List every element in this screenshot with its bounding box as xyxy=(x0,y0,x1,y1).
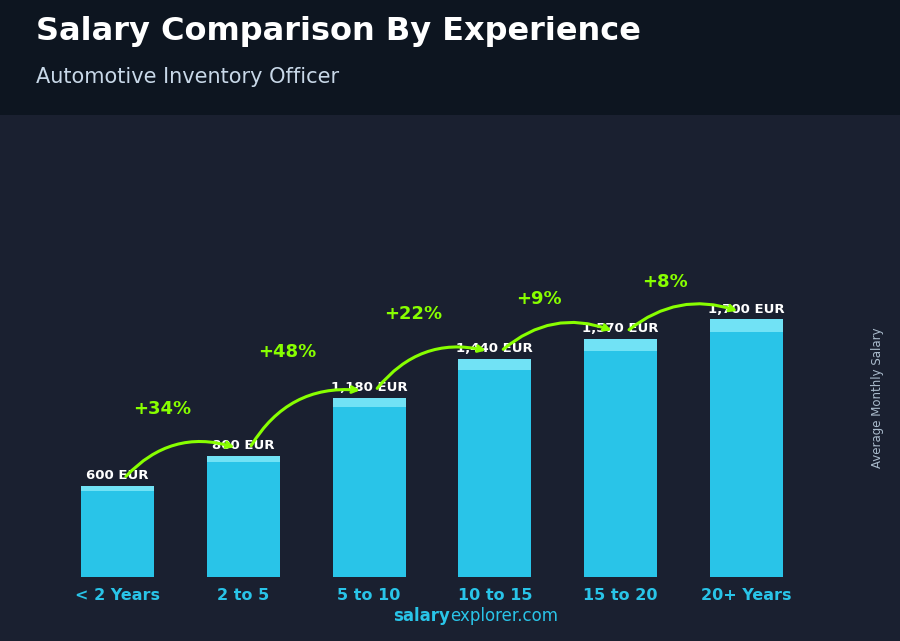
Bar xyxy=(710,319,783,577)
Text: +8%: +8% xyxy=(642,273,688,291)
Text: +48%: +48% xyxy=(258,343,317,361)
Bar xyxy=(333,398,406,577)
Text: Average Monthly Salary: Average Monthly Salary xyxy=(871,327,884,468)
Bar xyxy=(458,359,531,577)
Text: 600 EUR: 600 EUR xyxy=(86,469,149,482)
Bar xyxy=(584,339,657,577)
Text: 1,570 EUR: 1,570 EUR xyxy=(582,322,659,335)
Bar xyxy=(81,486,154,577)
Bar xyxy=(710,319,783,332)
Text: ⚜: ⚜ xyxy=(799,53,812,66)
Text: +9%: +9% xyxy=(516,290,562,308)
Text: explorer.com: explorer.com xyxy=(450,607,558,625)
Bar xyxy=(333,398,406,407)
Bar xyxy=(458,359,531,370)
Text: +22%: +22% xyxy=(384,305,442,323)
Bar xyxy=(207,456,280,577)
Text: 1,700 EUR: 1,700 EUR xyxy=(708,303,785,315)
Bar xyxy=(747,46,864,72)
Text: +34%: +34% xyxy=(132,400,191,418)
Text: Salary Comparison By Experience: Salary Comparison By Experience xyxy=(36,16,641,47)
Text: 800 EUR: 800 EUR xyxy=(212,439,274,452)
Text: 1,440 EUR: 1,440 EUR xyxy=(456,342,533,355)
Bar xyxy=(207,456,280,462)
Bar xyxy=(81,486,154,490)
Bar xyxy=(584,339,657,351)
Text: salary: salary xyxy=(393,607,450,625)
Text: 1,180 EUR: 1,180 EUR xyxy=(331,381,408,394)
Bar xyxy=(747,72,864,99)
Bar xyxy=(747,19,864,46)
Text: Automotive Inventory Officer: Automotive Inventory Officer xyxy=(36,67,339,87)
